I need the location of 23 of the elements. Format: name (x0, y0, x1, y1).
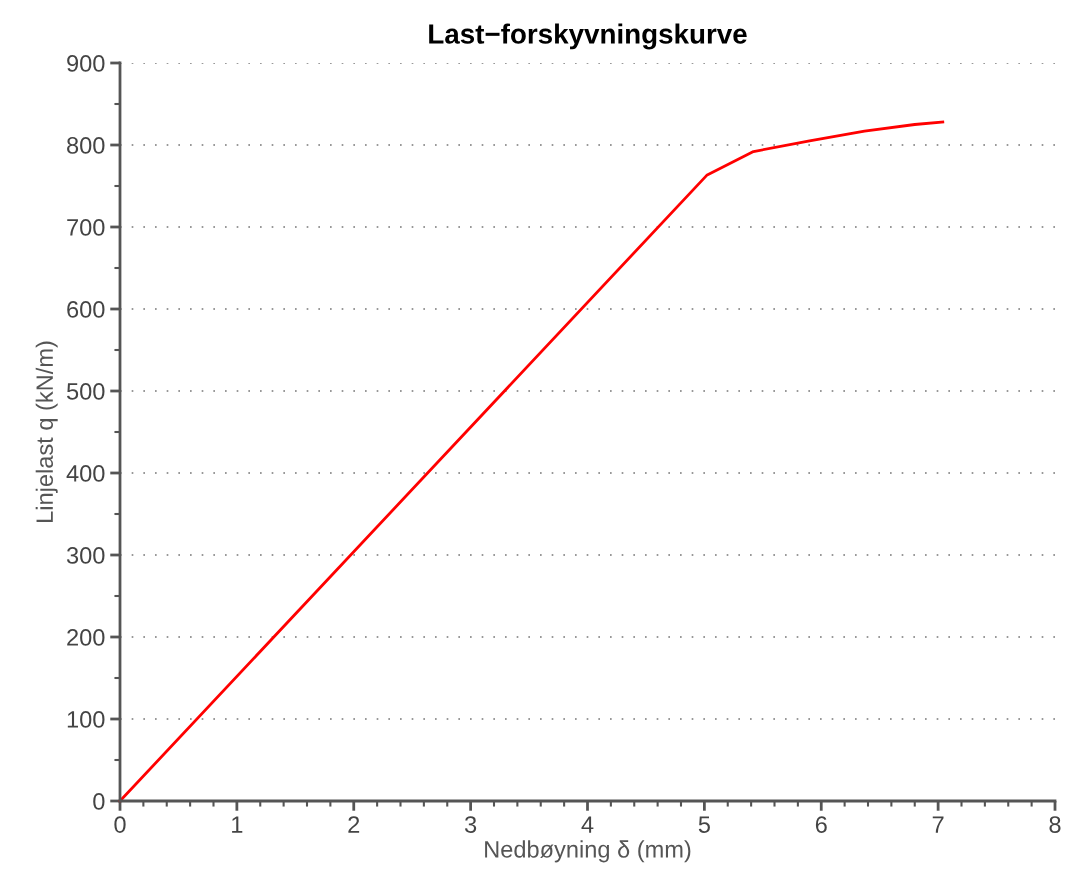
y-axis-title: Linjelast q (kN/m) (35, 341, 58, 522)
y-tick-label: 900 (67, 55, 105, 72)
y-tick-label: 600 (67, 301, 105, 318)
x-tick-label: 1 (232, 816, 243, 833)
y-tick-label: 200 (67, 629, 105, 646)
y-tick-label: 300 (66, 547, 105, 564)
x-axis-title: Nedbøyning δ (mm) (485, 840, 691, 863)
x-tick-label: 7 (932, 816, 944, 833)
y-tick-label: 800 (67, 137, 105, 154)
x-tick-label: 8 (1049, 816, 1061, 833)
y-tick-label: 700 (67, 219, 105, 236)
y-tick-label: 400 (66, 465, 105, 482)
line-series (118, 120, 945, 803)
y-tick-label: 100 (67, 711, 105, 728)
y-tick-label: 0 (93, 793, 105, 810)
x-tick-label: 2 (348, 816, 360, 833)
x-tick-label: 3 (464, 816, 477, 833)
chart-title: Last−forskyvningskurve (429, 23, 747, 50)
x-tick-label: 6 (815, 816, 827, 833)
x-tick-label: 4 (581, 816, 594, 833)
y-tick-label: 500 (66, 383, 105, 400)
x-tick-label: 0 (114, 816, 126, 833)
x-tick-label: 5 (698, 816, 710, 833)
